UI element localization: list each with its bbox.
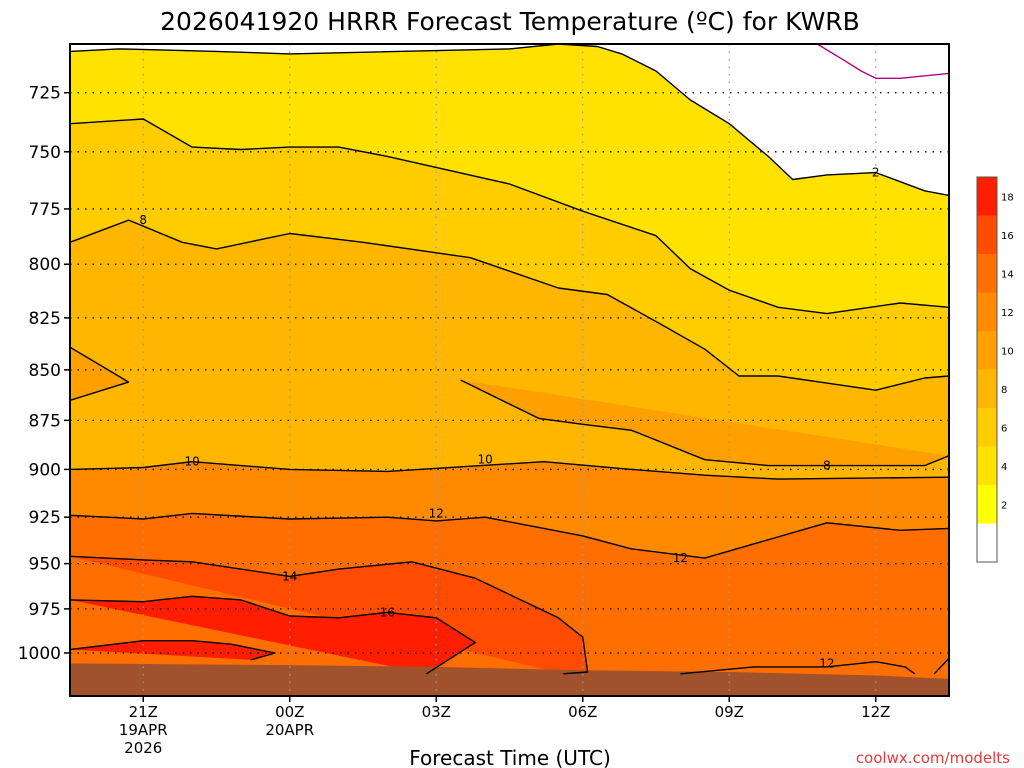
x-tick-date-21Z: 19APR xyxy=(119,721,168,739)
contour-line-12-9 xyxy=(680,661,916,675)
y-tick-label-750: 750 xyxy=(29,143,61,163)
colorbar-swatch-3 xyxy=(977,408,997,447)
y-tick-label-775: 775 xyxy=(29,200,61,220)
y-tick-label-725: 725 xyxy=(29,84,61,104)
colorbar-label-8: 8 xyxy=(1001,385,1007,396)
colorbar-label-6: 6 xyxy=(1001,423,1007,434)
x-tick-label-21Z: 21Z xyxy=(129,703,158,721)
x-tick-label-06Z: 06Z xyxy=(568,703,597,721)
x-tick-date-00Z: 20APR xyxy=(265,721,314,739)
contour-label-8-4: 8 xyxy=(823,459,831,473)
colorbar-label-4: 4 xyxy=(1001,462,1007,473)
contour-label-12-9: 12 xyxy=(819,656,834,670)
x-tick-label-00Z: 00Z xyxy=(275,703,304,721)
contour-line-12-7 xyxy=(70,512,949,559)
contour-line-10-5 xyxy=(70,461,949,480)
contour-labels: 2 8 8 10 10 12 12 12 14 16 xyxy=(139,166,879,671)
contour-label-2-0: 2 xyxy=(872,166,880,180)
fill-band-8 xyxy=(70,347,129,401)
y-tick-label-925: 925 xyxy=(29,508,61,528)
colorbar: 2 4 6 8 10 12 14 16 18 xyxy=(976,176,1014,563)
y-tick-label-825: 825 xyxy=(29,309,61,329)
colorbar-swatch-7 xyxy=(977,254,997,293)
contour-line-0-14 xyxy=(816,44,949,80)
contour-line-14-11 xyxy=(70,555,589,675)
contour-fills xyxy=(70,44,949,696)
x-axis-label: Forecast Time (UTC) xyxy=(409,746,611,768)
fill-band-12 xyxy=(680,661,915,674)
y-tick-label-950: 950 xyxy=(29,555,61,575)
chart-title: 2026041920 HRRR Forecast Temperature (ºC… xyxy=(160,7,860,36)
contour-line-12-10 xyxy=(933,657,949,675)
contour-label-16-12: 16 xyxy=(380,605,395,619)
ground-shading xyxy=(70,663,949,696)
y-tick-label-875: 875 xyxy=(29,411,61,431)
colorbar-swatch-4 xyxy=(977,369,997,408)
colorbar-swatch-6 xyxy=(977,292,997,331)
colorbar-label-2: 2 xyxy=(1001,500,1007,511)
contour-label-8-3: 8 xyxy=(139,213,147,227)
contour-line-16-12 xyxy=(70,595,476,675)
contour-label-10-6: 10 xyxy=(477,453,492,467)
y-tick-label-800: 800 xyxy=(29,255,61,275)
contour-line-4-1 xyxy=(70,118,949,315)
colorbar-label-12: 12 xyxy=(1001,308,1014,319)
fill-band-16 xyxy=(70,596,476,674)
colorbar-label-18: 18 xyxy=(1001,192,1014,203)
x-tick-year-21Z: 2026 xyxy=(124,739,162,757)
contour-lines xyxy=(70,44,949,675)
y-tick-label-900: 900 xyxy=(29,460,61,480)
fill-band-8 xyxy=(460,380,949,466)
contour-line-18-13 xyxy=(70,640,276,661)
contour-line-8-4 xyxy=(460,379,949,467)
colorbar-frame xyxy=(976,176,998,563)
x-tick-label-12Z: 12Z xyxy=(861,703,890,721)
contour-line-6-2 xyxy=(70,219,949,391)
y-axis: 725 750 775 800 825 850 875 900 925 950 975 1000 xyxy=(18,84,70,664)
credit-text: coolwx.com/modelts xyxy=(856,749,1010,767)
contour-label-14-11: 14 xyxy=(282,569,297,583)
contour-label-12-8: 12 xyxy=(673,551,688,565)
contour-line-8-3 xyxy=(70,346,130,401)
colorbar-swatch-9 xyxy=(977,177,997,216)
colorbar-swatch-0 xyxy=(977,523,997,562)
fill-band-18 xyxy=(70,640,276,660)
contour-label-12-7: 12 xyxy=(429,506,444,520)
colorbar-label-16: 16 xyxy=(1001,231,1014,242)
y-tick-label-850: 850 xyxy=(29,361,61,381)
y-tick-label-1000: 1000 xyxy=(18,644,61,664)
colorbar-label-14: 14 xyxy=(1001,269,1014,280)
contour-label-10-5: 10 xyxy=(184,455,199,469)
colorbar-label-10: 10 xyxy=(1001,346,1014,357)
x-tick-label-03Z: 03Z xyxy=(422,703,451,721)
contour-line-2-0 xyxy=(70,44,949,197)
x-tick-label-09Z: 09Z xyxy=(715,703,744,721)
colorbar-swatch-1 xyxy=(977,485,997,524)
y-tick-label-975: 975 xyxy=(29,600,61,620)
colorbar-swatch-8 xyxy=(977,215,997,254)
colorbar-swatch-5 xyxy=(977,331,997,370)
colorbar-swatch-2 xyxy=(977,446,997,485)
